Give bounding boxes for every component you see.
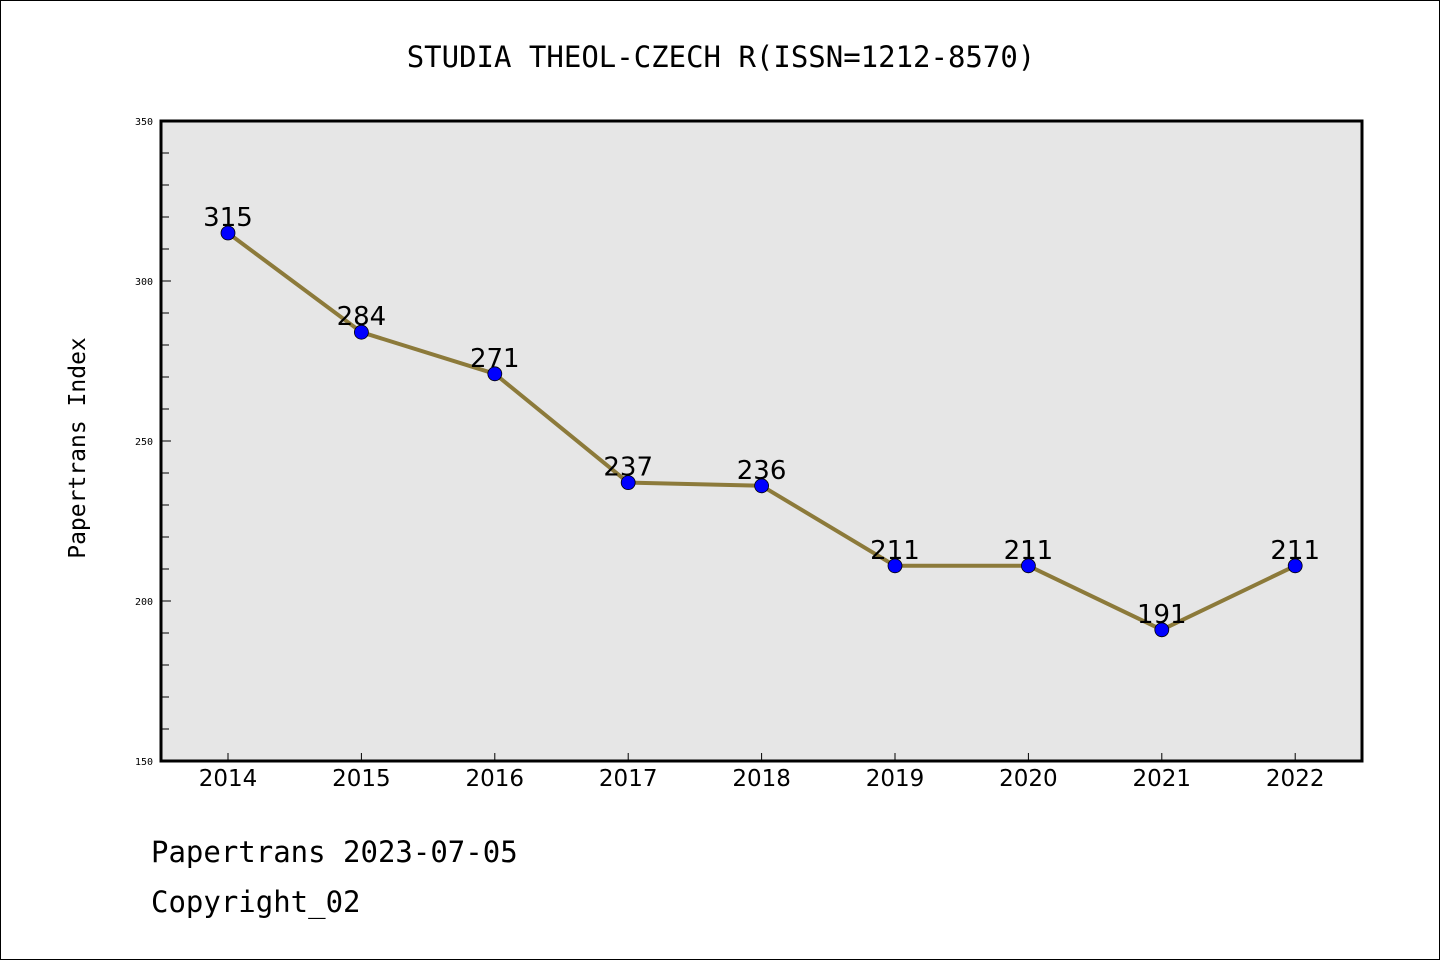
series-layer: 315 284 271 237 236 211 211 191 211 <box>203 203 1320 638</box>
data-label: 284 <box>337 302 387 332</box>
x-tick-label: 2019 <box>866 766 925 792</box>
x-tick-label: 2017 <box>599 766 658 792</box>
x-tick-label: 2022 <box>1266 766 1325 792</box>
y-tick-label: 250 <box>135 437 153 448</box>
data-point <box>487 366 503 382</box>
x-tick-label: 2014 <box>199 766 258 792</box>
y-tick-label: 200 <box>135 597 153 608</box>
axis-ticks: 150 200 250 300 350 2014 2015 2016 2017 2018 2019 2… <box>135 117 1325 792</box>
plot-border <box>159 119 1364 763</box>
data-label: 211 <box>870 536 920 566</box>
footer-source: Papertrans 2023-07-05 <box>151 835 518 869</box>
data-point <box>754 478 769 494</box>
y-axis-label: Papertrans Index <box>65 337 91 559</box>
data-label: 315 <box>203 203 253 233</box>
data-label: 271 <box>470 344 520 374</box>
x-tick-label: 2018 <box>732 766 791 792</box>
data-label: 236 <box>737 456 787 486</box>
plot-area <box>161 121 1362 761</box>
y-tick-label: 300 <box>135 277 153 288</box>
y-tick-label: 350 <box>135 117 153 128</box>
data-point <box>1021 558 1036 574</box>
data-label: 237 <box>603 453 653 483</box>
data-label: 211 <box>1004 536 1054 566</box>
x-tick-label: 2015 <box>332 766 391 792</box>
data-point <box>887 558 903 574</box>
data-label: 191 <box>1137 600 1187 630</box>
data-label: 211 <box>1270 536 1320 566</box>
data-point <box>1287 558 1303 574</box>
x-tick-label: 2020 <box>999 766 1058 792</box>
data-point <box>1154 622 1170 638</box>
chart-title: STUDIA THEOL-CZECH R(ISSN=1212-8570) <box>407 40 1036 74</box>
x-tick-label: 2016 <box>466 766 525 792</box>
data-point <box>220 225 236 241</box>
footer-copyright: Copyright_02 <box>151 885 361 919</box>
x-tick-label: 2021 <box>1133 766 1192 792</box>
data-point <box>620 475 636 491</box>
data-point <box>353 324 369 340</box>
y-tick-label: 150 <box>135 757 153 768</box>
